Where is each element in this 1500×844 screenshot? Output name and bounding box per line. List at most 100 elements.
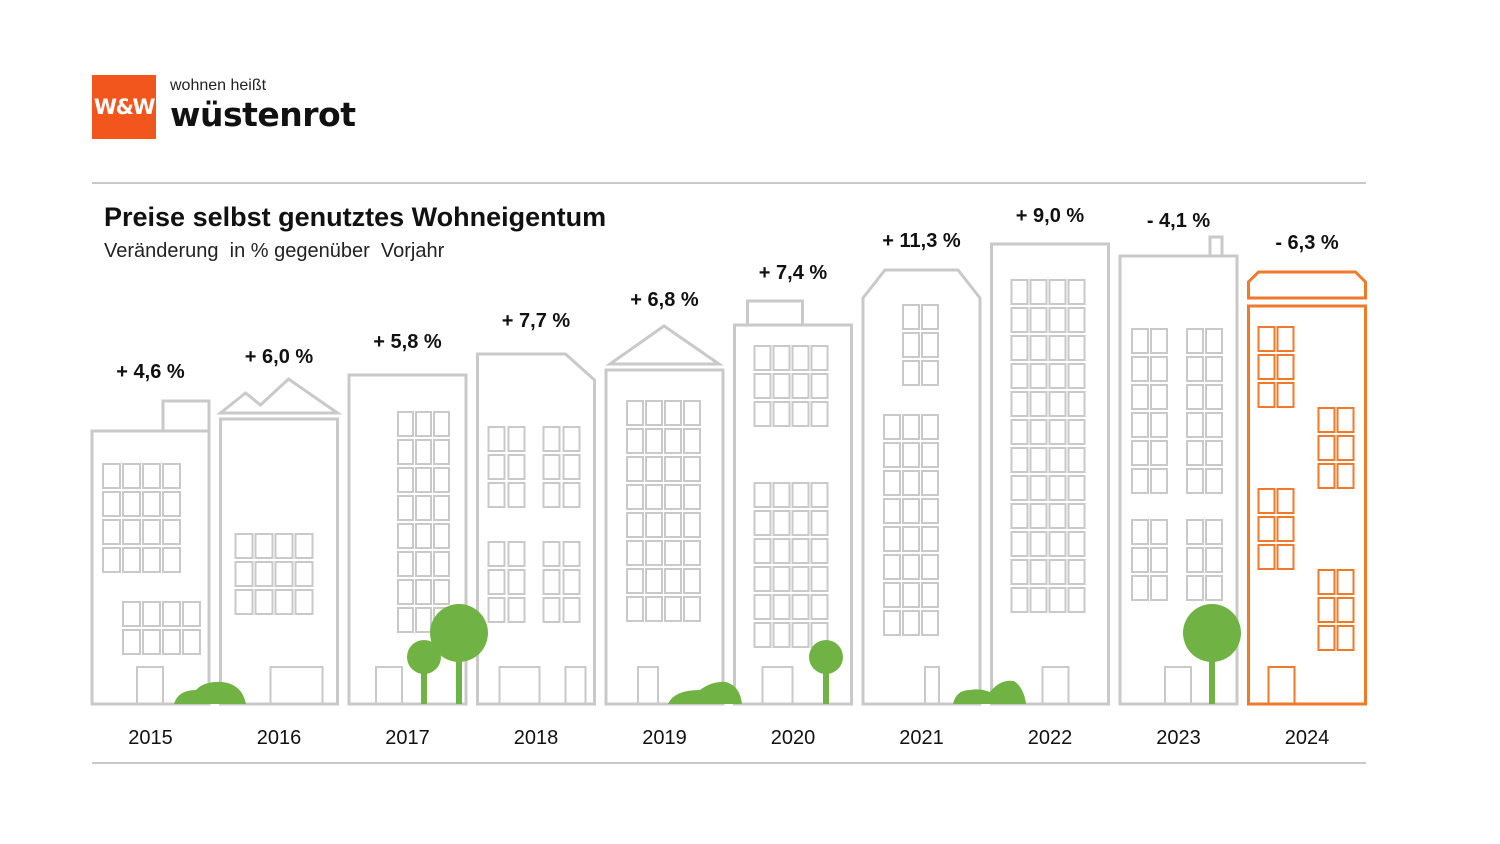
bush (953, 680, 1026, 704)
tick-label-2019: 2019 (642, 727, 687, 749)
building-window (645, 540, 663, 566)
building-window (683, 400, 701, 426)
building-window (1205, 412, 1223, 438)
building-window (683, 484, 701, 510)
building-window (487, 541, 506, 567)
building-window (791, 566, 810, 592)
building-window (626, 512, 644, 538)
building-window (810, 566, 829, 592)
building-window (1186, 519, 1204, 545)
building-window (791, 345, 810, 371)
tree-trunk (456, 633, 462, 704)
building-2021 (861, 268, 982, 706)
building-door (761, 666, 794, 705)
tick-label-2020: 2020 (771, 727, 816, 749)
building-window (397, 551, 414, 577)
tree-trunk (1209, 633, 1215, 704)
building-window (921, 582, 939, 608)
building-window (902, 414, 920, 440)
building-window (1317, 625, 1336, 651)
building-window (122, 547, 141, 573)
building-window (1048, 307, 1067, 333)
building-window (902, 470, 920, 496)
building-window (921, 442, 939, 468)
tree-crown (809, 640, 843, 674)
brand-text: wohnen heißt wüstenrot (170, 75, 356, 139)
building-window (1276, 354, 1295, 380)
building-window (883, 582, 901, 608)
building-window (1131, 547, 1149, 573)
tick-label-2024: 2024 (1285, 727, 1330, 749)
building-window (162, 519, 181, 545)
building-window (1186, 547, 1204, 573)
building-window (1048, 587, 1067, 613)
building-window (1029, 363, 1048, 389)
building-window (1205, 547, 1223, 573)
building-window (487, 569, 506, 595)
building-window (415, 551, 432, 577)
building-body (604, 368, 725, 706)
building-window (645, 428, 663, 454)
building-window (1150, 440, 1168, 466)
building-window (1067, 559, 1086, 585)
building-window (562, 597, 581, 623)
building-window (397, 495, 414, 521)
building-window (772, 538, 791, 564)
building-window (294, 561, 314, 587)
building-window (1150, 519, 1168, 545)
building-window (1048, 391, 1067, 417)
building-window (664, 512, 682, 538)
building-window (415, 579, 432, 605)
building-window (683, 596, 701, 622)
building-window (1029, 531, 1048, 557)
value-label-2022: + 9,0 % (1016, 205, 1085, 227)
building-door (1164, 666, 1192, 705)
building-window (507, 597, 526, 623)
building-window (1029, 587, 1048, 613)
building-window (626, 540, 644, 566)
building-window (664, 596, 682, 622)
building-window (1131, 468, 1149, 494)
building-window (1029, 419, 1048, 445)
building-window (1131, 328, 1149, 354)
building-window (921, 498, 939, 524)
brand-name: wüstenrot (170, 95, 356, 134)
building-window (791, 538, 810, 564)
building-window (1029, 307, 1048, 333)
building-window (234, 589, 254, 615)
building-window (102, 463, 121, 489)
building-window (1257, 544, 1276, 570)
value-label-2021: + 11,3 % (882, 230, 961, 252)
building-window (683, 540, 701, 566)
building-window (487, 597, 506, 623)
building-window (810, 538, 829, 564)
building-window (883, 554, 901, 580)
building-window (1131, 440, 1149, 466)
building-window (415, 411, 432, 437)
building-window (921, 526, 939, 552)
tick-label-2023: 2023 (1156, 727, 1201, 749)
building-window (562, 426, 581, 452)
building-window (772, 373, 791, 399)
building-window (142, 547, 161, 573)
building-window (1276, 516, 1295, 542)
building-window (1067, 279, 1086, 305)
building-window (683, 428, 701, 454)
building-window (753, 373, 772, 399)
building-window (1067, 335, 1086, 361)
building-window (102, 491, 121, 517)
building-window (1257, 516, 1276, 542)
building-window (1048, 447, 1067, 473)
building-window (626, 596, 644, 622)
building-door (924, 666, 940, 705)
building-window (1067, 419, 1086, 445)
tree-crown (1183, 604, 1241, 662)
building-window (1336, 463, 1355, 489)
building-window (1131, 519, 1149, 545)
building-window (1010, 531, 1029, 557)
building-window (415, 495, 432, 521)
building-2016 (216, 377, 343, 706)
building-window (1150, 384, 1168, 410)
building-window (902, 498, 920, 524)
building-window (1150, 468, 1168, 494)
